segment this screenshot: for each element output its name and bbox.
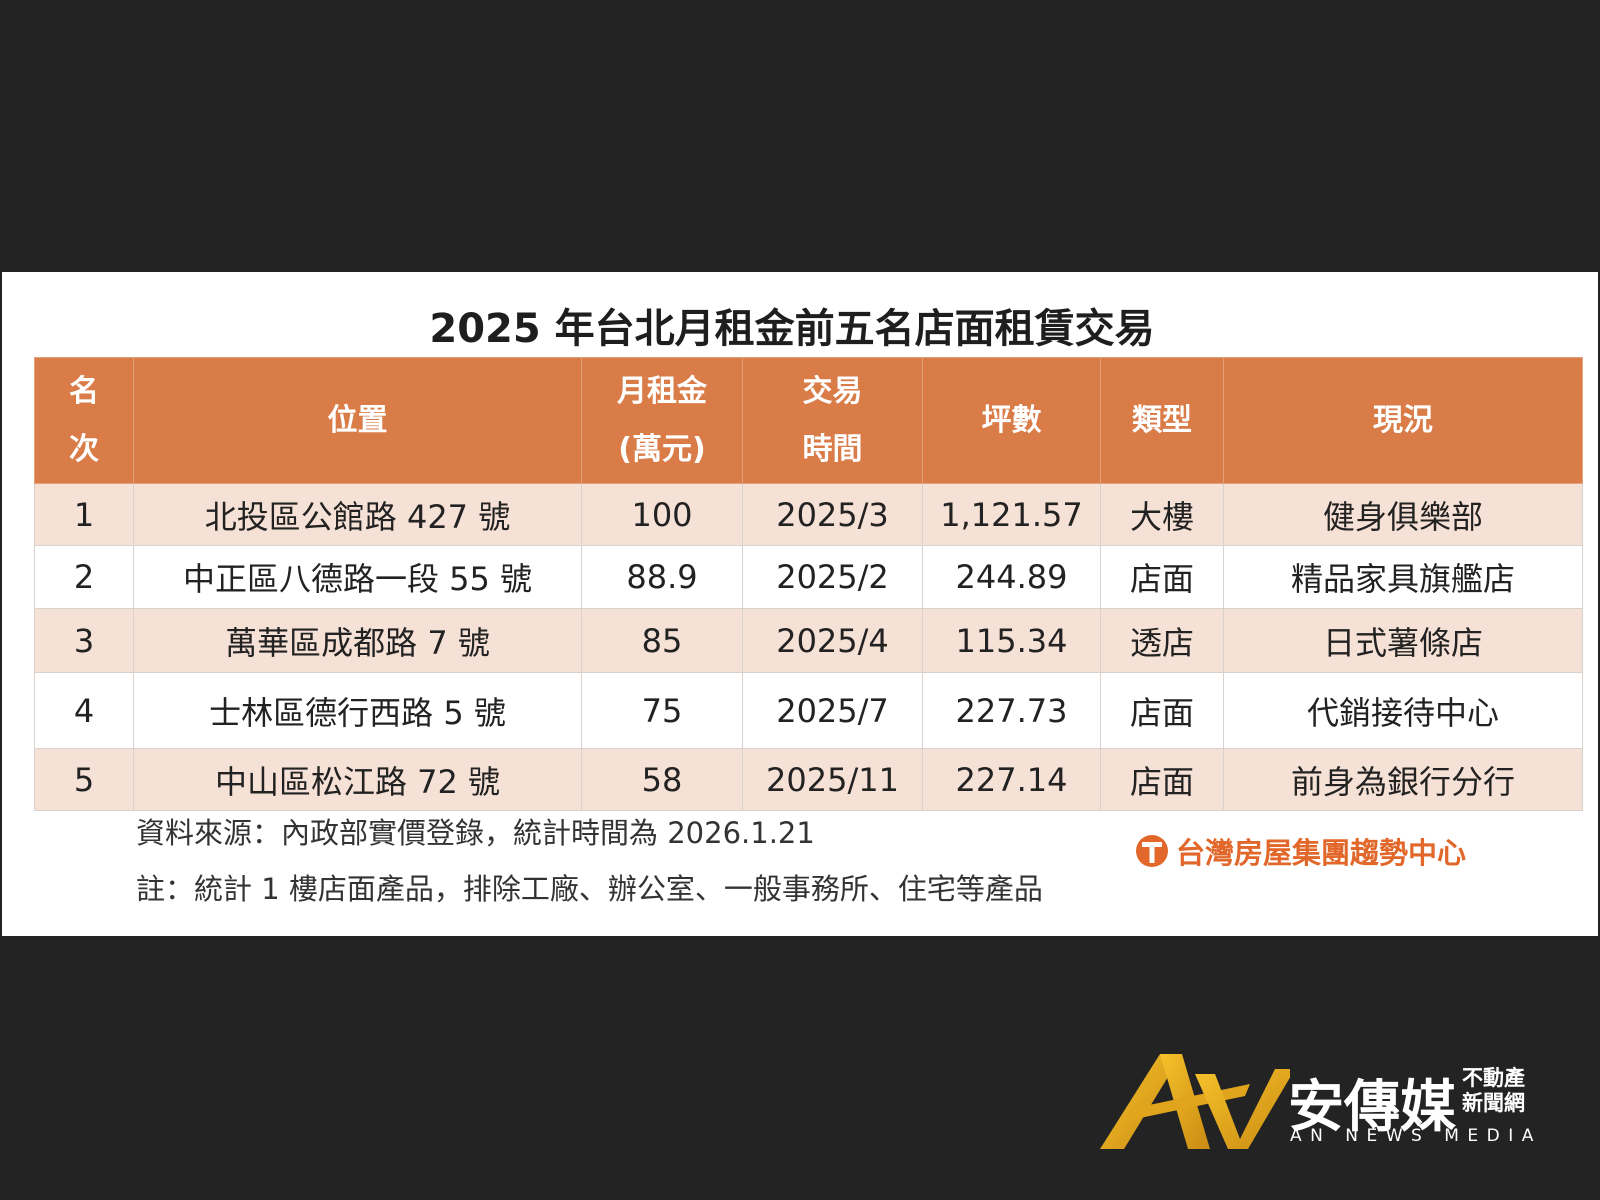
table-row: 1 北投區公館路 427 號 100 2025/3 1,121.57 大樓 健身俱樂部 [34, 483, 1583, 546]
table-row: 5 中山區松江路 72 號 58 2025/11 227.14 店面 前身為銀行分行 [34, 748, 1583, 811]
table-cell: 代銷接待中心 [1223, 672, 1583, 749]
table-cell: 88.9 [581, 545, 743, 609]
panel: 2025 年台北月租金前五名店面租賃交易 名次 位置 月租金 (萬元) 交易時間 坪數 類型… [2, 272, 1598, 936]
table-cell: 2 [34, 545, 134, 609]
header-line: 月租金 [617, 373, 707, 409]
watermark-sub: 不動產 新聞網 [1462, 1066, 1525, 1116]
table-cell: 北投區公館路 427 號 [133, 483, 582, 546]
watermark-logo [1100, 1054, 1290, 1149]
brand-text: 台灣房屋集團趨勢中心 [1176, 836, 1467, 870]
header-cell: 位置 [133, 357, 582, 484]
watermark: 安傳媒 不動產 新聞網 AN NEWS MEDIA [1100, 1050, 1580, 1170]
title: 2025 年台北月租金前五名店面租賃交易 [429, 306, 1155, 352]
table-cell: 店面 [1100, 672, 1224, 749]
header-line: (萬元) [618, 431, 706, 467]
header-line: 名 [69, 373, 99, 409]
table-row: 3 萬華區成都路 7 號 85 2025/4 115.34 透店 日式薯條店 [34, 608, 1583, 673]
watermark-english: AN NEWS MEDIA [1290, 1126, 1542, 1146]
header-row: 名次 位置 月租金 (萬元) 交易時間 坪數 類型 現況 [34, 357, 1583, 484]
header-line: 類型 [1132, 402, 1192, 438]
table-cell: 1 [34, 483, 134, 546]
header-line: 位置 [327, 402, 388, 438]
header-cell: 月租金 (萬元) [581, 357, 743, 484]
watermark-sub-line: 不動產 [1462, 1066, 1525, 1090]
table-cell: 100 [581, 483, 743, 546]
header-cell: 現況 [1223, 357, 1583, 484]
table-cell: 75 [581, 672, 743, 749]
header-line: 次 [69, 431, 99, 467]
table-cell: 士林區德行西路 5 號 [133, 672, 582, 749]
table-cell: 店面 [1100, 545, 1224, 609]
table-cell: 萬華區成都路 7 號 [133, 608, 582, 673]
table: 名次位置 月租金 (萬元) 交易 時間 坪數 類型 現況 1 北投區公館路 427 號 100 202… [34, 357, 1583, 811]
table-cell: 店面 [1100, 748, 1224, 811]
table-cell: 2025/7 [742, 672, 923, 749]
table-cell: 227.73 [922, 672, 1101, 749]
table-cell: 58 [581, 748, 743, 811]
table-cell: 前身為銀行分行 [1223, 748, 1583, 811]
table-row: 2 中正區八德路一段 55 號 88.9 2025/2 244.89 店面 精品家具旗艦店 [34, 545, 1583, 609]
table-cell: 85 [581, 608, 743, 673]
header-line: 時間 [802, 431, 863, 467]
table-cell: 健身俱樂部 [1223, 483, 1583, 546]
watermark-sub-line: 新聞網 [1462, 1091, 1525, 1115]
table-cell: 2025/3 [742, 483, 923, 546]
table-cell: 3 [34, 608, 134, 673]
header-cell: 名次 [34, 357, 134, 484]
table-cell: 2025/2 [742, 545, 923, 609]
table-cell: 中山區松江路 72 號 [133, 748, 582, 811]
header-line: 交易 [802, 373, 863, 409]
header-cell: 坪數 [922, 357, 1101, 484]
table-cell: 1,121.57 [922, 483, 1101, 546]
footnote: 註：統計 1 樓店面產品，排除工廠、辦公室、一般事務所、住宅等產品 [136, 872, 1043, 906]
table-cell: 5 [34, 748, 134, 811]
table-cell: 透店 [1100, 608, 1224, 673]
table-cell: 2025/11 [742, 748, 923, 811]
table-cell: 227.14 [922, 748, 1101, 811]
table-cell: 4 [34, 672, 134, 749]
source-note: 資料來源：內政部實價登錄，統計時間為 2026.1.21 [136, 816, 815, 850]
watermark-name: 安傳媒 [1288, 1075, 1456, 1140]
table-row: 4 士林區德行西路 5 號 75 2025/7 227.73 店面 代銷接待中心 [34, 672, 1583, 749]
header-cell: 交易 時間 [742, 357, 923, 484]
table-cell: 精品家具旗艦店 [1223, 545, 1583, 609]
table-cell: 中正區八德路一段 55 號 [133, 545, 582, 609]
header-line: 坪數 [981, 402, 1042, 438]
table-cell: 244.89 [922, 545, 1101, 609]
header-line: 現況 [1373, 402, 1433, 438]
table-cell: 2025/4 [742, 608, 923, 673]
brand: 台灣房屋集團趨勢中心 [1134, 830, 1466, 872]
table-cell: 115.34 [922, 608, 1101, 673]
table-cell: 日式薯條店 [1223, 608, 1583, 673]
header-cell: 類型 [1100, 357, 1224, 484]
table-cell: 大樓 [1100, 483, 1224, 546]
brand-icon [1136, 835, 1168, 867]
